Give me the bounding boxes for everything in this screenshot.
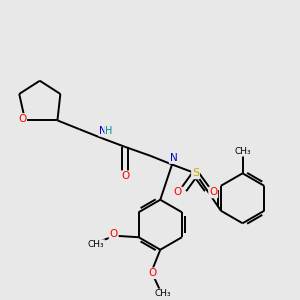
Text: CH₃: CH₃ (234, 147, 251, 156)
Text: O: O (121, 171, 129, 181)
Text: N: N (169, 153, 177, 163)
Text: CH₃: CH₃ (155, 289, 172, 298)
Text: O: O (174, 188, 182, 197)
Text: O: O (110, 229, 118, 239)
Text: O: O (209, 188, 217, 197)
Text: H: H (105, 126, 112, 136)
Text: CH₃: CH₃ (88, 240, 104, 249)
Text: N: N (99, 126, 107, 136)
Text: O: O (149, 268, 157, 278)
Text: S: S (192, 168, 199, 178)
Text: O: O (18, 114, 26, 124)
